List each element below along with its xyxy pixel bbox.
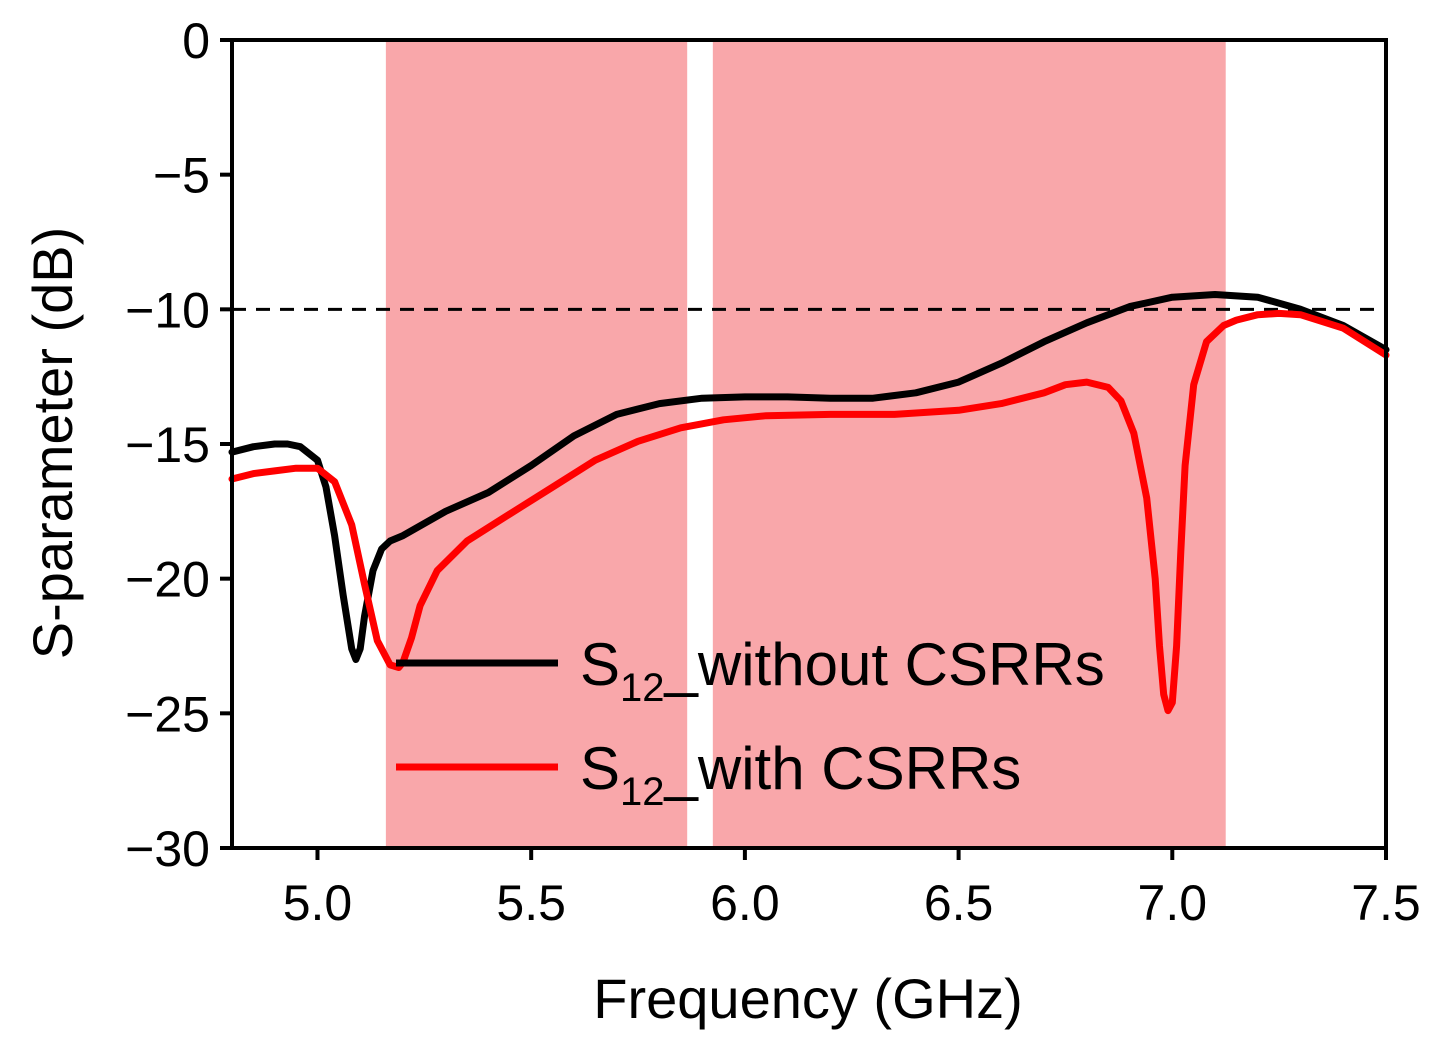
x-axis-label: Frequency (GHz) xyxy=(593,967,1022,1030)
shaded-band-1 xyxy=(385,40,688,848)
y-tick-label: −15 xyxy=(125,417,210,473)
x-axis-ticks: 5.0 5.5 6.0 6.5 7.0 7.5 xyxy=(283,848,1421,931)
y-tick-label: −5 xyxy=(153,148,210,204)
legend-symbol: S xyxy=(580,735,620,802)
y-tick-label: 0 xyxy=(182,13,210,69)
legend-description: _with CSRRs xyxy=(664,735,1022,802)
data-series xyxy=(228,291,1390,715)
x-tick-label: 7.5 xyxy=(1351,875,1421,931)
shaded-band-2 xyxy=(712,40,1226,848)
legend-without-csrrs-label: S12_without CSRRs xyxy=(580,631,1105,710)
x-tick-label: 7.0 xyxy=(1138,875,1208,931)
y-axis-label: S-parameter (dB) xyxy=(21,227,84,660)
legend-description: _without CSRRs xyxy=(664,631,1105,698)
y-tick-label: −25 xyxy=(125,686,210,742)
x-tick-label: 6.0 xyxy=(710,875,780,931)
x-tick-label: 5.0 xyxy=(283,875,353,931)
y-tick-label: −10 xyxy=(125,282,210,338)
y-axis-ticks: 0 −5 −10 −15 −20 −25 −30 xyxy=(125,13,232,877)
y-tick-label: −30 xyxy=(125,821,210,877)
x-tick-label: 6.5 xyxy=(924,875,994,931)
legend-symbol: S xyxy=(580,631,620,698)
series-line-without-csrrs xyxy=(228,291,1390,663)
series-line-with-csrrs xyxy=(228,309,1390,715)
legend-with-csrrs-label: S12_with CSRRs xyxy=(580,735,1021,814)
legend-subscript: 12 xyxy=(620,770,665,814)
shaded-bands xyxy=(385,40,1226,848)
y-tick-label: −20 xyxy=(125,552,210,608)
legend-subscript: 12 xyxy=(620,666,665,710)
x-tick-label: 5.5 xyxy=(496,875,566,931)
